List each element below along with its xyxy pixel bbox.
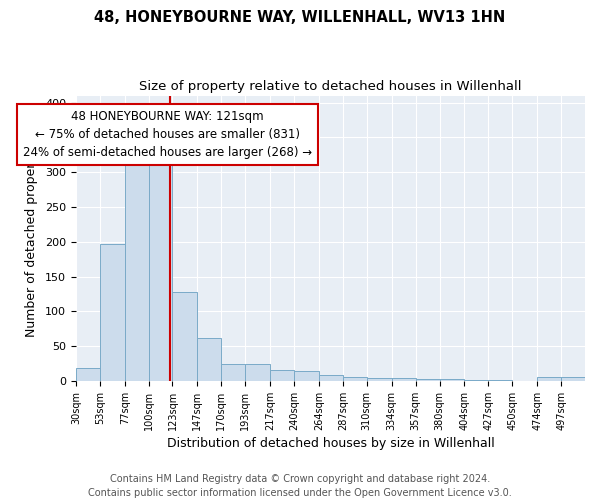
Text: Contains HM Land Registry data © Crown copyright and database right 2024.
Contai: Contains HM Land Registry data © Crown c… (88, 474, 512, 498)
Bar (270, 370, 294, 381)
Bar (561, 378, 585, 381)
Bar (319, 374, 343, 381)
Bar (149, 154, 172, 381)
Bar (245, 364, 270, 381)
Bar (221, 364, 245, 381)
Bar (76, 368, 100, 381)
X-axis label: Distribution of detached houses by size in Willenhall: Distribution of detached houses by size … (167, 437, 494, 450)
Title: Size of property relative to detached houses in Willenhall: Size of property relative to detached ho… (139, 80, 521, 93)
Y-axis label: Number of detached properties: Number of detached properties (25, 140, 38, 337)
Bar (537, 378, 561, 381)
Bar (294, 370, 319, 381)
Bar (172, 292, 197, 381)
Text: 48 HONEYBOURNE WAY: 121sqm
← 75% of detached houses are smaller (831)
24% of sem: 48 HONEYBOURNE WAY: 121sqm ← 75% of deta… (23, 110, 312, 159)
Bar (392, 378, 416, 381)
Text: 48, HONEYBOURNE WAY, WILLENHALL, WV13 1HN: 48, HONEYBOURNE WAY, WILLENHALL, WV13 1H… (94, 10, 506, 25)
Bar (367, 378, 392, 381)
Bar (416, 379, 440, 381)
Bar (125, 158, 149, 381)
Bar (343, 378, 367, 381)
Bar (440, 379, 464, 381)
Bar (197, 338, 221, 381)
Bar (464, 380, 488, 381)
Bar (488, 380, 512, 381)
Bar (100, 244, 125, 381)
